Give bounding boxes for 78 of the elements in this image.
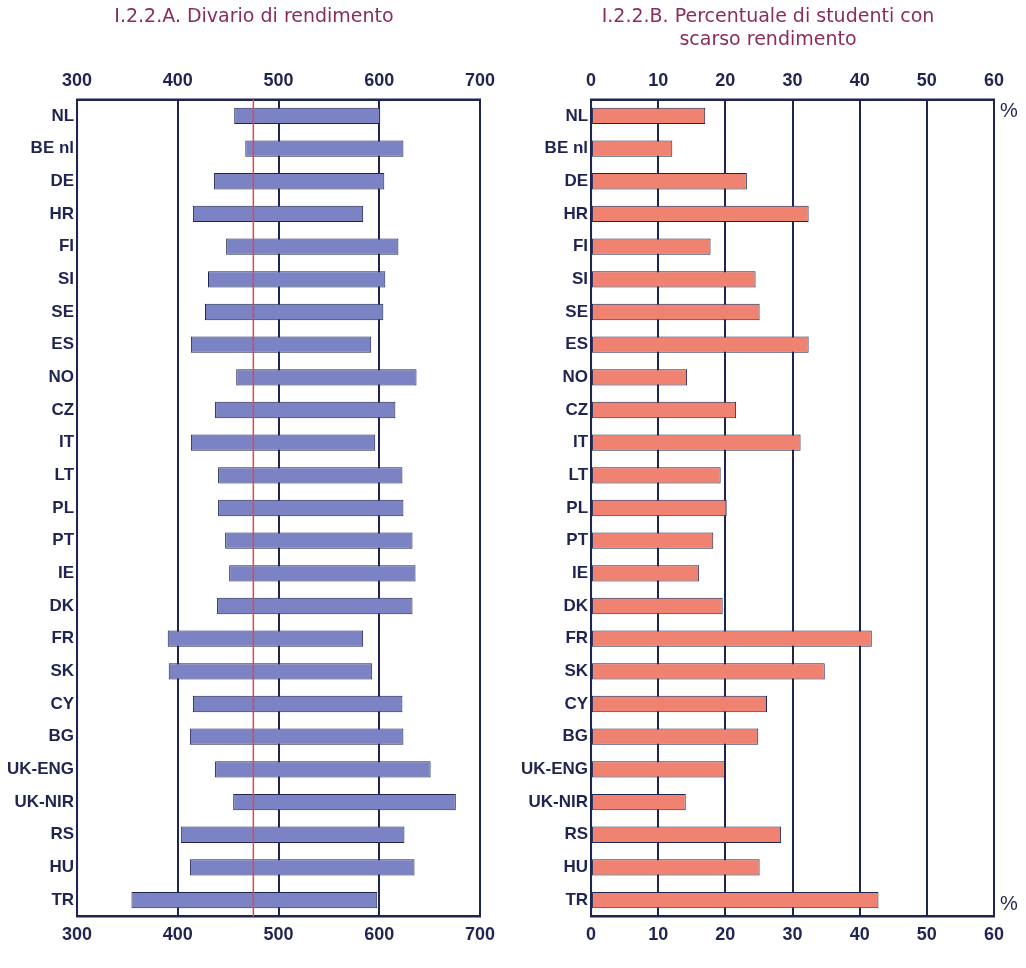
y-tick-label: CY [564,693,589,713]
x-tick-label: 50 [916,924,937,945]
y-tick-label: HR [49,203,75,223]
y-tick-label: IT [572,432,589,452]
y-tick-label: DE [50,170,75,190]
y-tick-label: NL [565,105,589,125]
y-tick-label: LT [568,465,589,485]
y-tick-label: ES [565,334,589,354]
x2-tick-label: 400 [162,69,193,90]
x2-tick-label: 20 [715,69,736,90]
x-tick-label: 20 [715,924,736,945]
x2-tick-label: 300 [62,69,93,90]
x2-axis-title: % [1000,99,1018,122]
x2-tick-label: 40 [849,69,870,90]
y-tick-label: NO [562,367,589,386]
y-tick-label: BG [48,726,75,746]
y-tick-label: PT [566,530,589,550]
x-tick-label: 500 [263,924,294,945]
x-tick-label: 30 [782,924,803,945]
y-tick-label: PL [566,497,589,517]
y-tick-label: BE nl [30,138,75,158]
y-tick-label: UK-ENG [520,759,589,779]
y-tick-label: NL [51,105,75,125]
y-tick-label: HU [49,857,75,877]
y-tick-label: DK [563,595,589,615]
x-tick-label: 300 [62,924,93,945]
x-tick-label: 600 [364,924,395,945]
x2-tick-label: 700 [464,69,496,90]
x2-tick-label: 60 [983,69,1005,90]
y-tick-label: CZ [51,399,75,419]
y-tick-label: SE [565,301,589,321]
y-tick-label: ES [51,334,75,354]
y-tick-label: SI [571,268,589,288]
chart-title: I.2.2.A. Divario di rendimento [113,4,395,28]
y-tick-label: IE [571,563,589,583]
y-tick-label: SK [564,661,589,681]
y-tick-label: IE [57,563,75,583]
x-tick-label: 40 [849,924,870,945]
y-tick-label: HR [563,203,589,223]
x-tick-label: 0 [586,924,597,945]
x2-tick-label: 30 [782,69,803,90]
y-tick-label: TR [51,889,75,909]
y-tick-label: FR [51,628,75,648]
x-tick-label: 400 [162,924,193,945]
y-tick-label: RS [564,824,589,844]
y-tick-label: DK [49,595,75,615]
y-tick-label: CZ [565,399,589,419]
y-tick-label: SI [57,268,75,288]
y-tick-label: BE nl [544,138,589,158]
y-tick-label: FI [572,236,589,256]
y-tick-label: CY [50,693,75,713]
y-tick-label: HU [563,857,589,877]
y-tick-label: FR [565,628,589,648]
x2-tick-label: 50 [916,69,937,90]
x2-tick-label: 0 [586,69,597,90]
y-tick-label: TR [565,889,589,909]
y-tick-label: NO [48,367,75,386]
y-tick-label: FI [58,236,75,256]
y-tick-label: LT [54,465,75,485]
y-tick-label: RS [50,824,75,844]
y-tick-label: UK-NIR [14,791,75,811]
x-tick-label: 10 [648,924,669,945]
y-tick-label: UK-NIR [528,791,589,811]
y-tick-label: PT [52,530,75,550]
x2-tick-label: 10 [648,69,669,90]
y-tick-label: UK-ENG [6,759,75,779]
y-tick-label: BG [562,726,589,746]
y-tick-label: DE [564,170,589,190]
x-tick-label: 700 [464,924,496,945]
y-tick-label: PL [52,497,75,517]
y-tick-label: IT [58,432,75,452]
chart-title: I.2.2.B. Percentuale di studenti con scarso rendimento [600,4,936,51]
x-axis-title: % [1000,891,1018,914]
x-tick-label: 60 [983,924,1005,945]
y-tick-label: SK [50,661,75,681]
x2-tick-label: 600 [364,69,395,90]
y-tick-label: SE [51,301,75,321]
x2-tick-label: 500 [263,69,294,90]
